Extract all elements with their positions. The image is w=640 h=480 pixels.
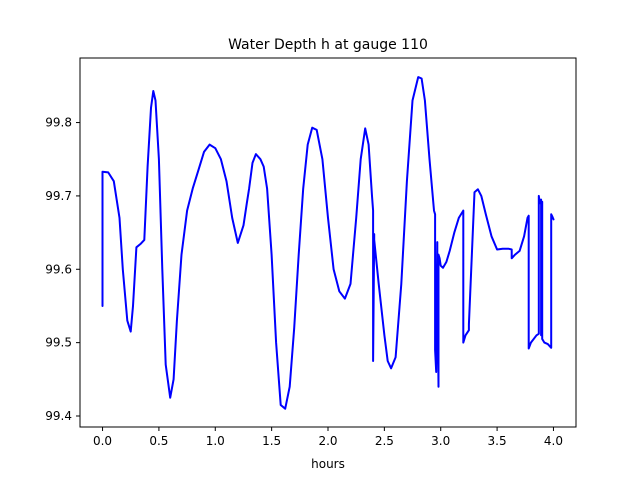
y-tick-label: 99.8 bbox=[45, 116, 72, 130]
x-tick-label: 2.5 bbox=[375, 434, 394, 448]
x-tick-label: 3.5 bbox=[488, 434, 507, 448]
y-tick-label: 99.6 bbox=[45, 262, 72, 276]
x-tick-label: 0.0 bbox=[93, 434, 112, 448]
y-tick-label: 99.5 bbox=[45, 336, 72, 350]
x-tick-label: 0.5 bbox=[149, 434, 168, 448]
y-tick-label: 99.4 bbox=[45, 409, 72, 423]
plot-area: 0.0 0.5 1.0 1.5 2.0 2.5 3.0 3.5 4.0 99.4 99.5 99.6 9… bbox=[45, 57, 577, 448]
x-tick-label: 2.0 bbox=[318, 434, 337, 448]
x-tick-label: 1.5 bbox=[262, 434, 281, 448]
x-axis-label: hours bbox=[311, 457, 345, 471]
y-tick-label: 99.7 bbox=[45, 189, 72, 203]
x-tick-label: 4.0 bbox=[544, 434, 563, 448]
chart-title: Water Depth h at gauge 110 bbox=[228, 37, 428, 53]
x-tick-label: 3.0 bbox=[431, 434, 450, 448]
x-tick-label: 1.0 bbox=[206, 434, 225, 448]
series-line-0 bbox=[101, 76, 555, 410]
